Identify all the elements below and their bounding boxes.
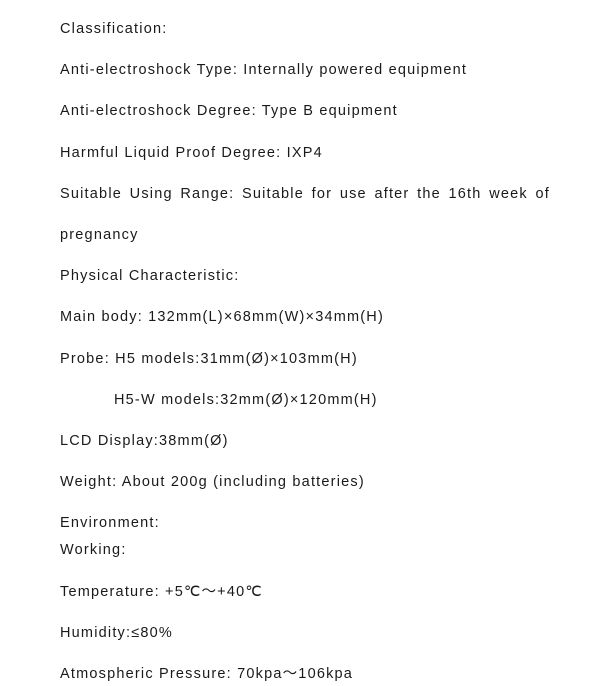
anti-electroshock-degree: Anti-electroshock Degree: Type B equipme… bbox=[60, 100, 560, 123]
atmospheric-pressure-spec: Atmospheric Pressure: 70kpa～106kpa bbox=[60, 663, 560, 686]
physical-characteristic-header: Physical Characteristic: bbox=[60, 265, 560, 288]
environment-header: Environment: bbox=[60, 512, 560, 535]
main-body-dimensions: Main body: 132mm(L)×68mm(W)×34mm(H) bbox=[60, 306, 560, 329]
suitable-range-line1: Suitable Using Range: Suitable for use a… bbox=[60, 183, 550, 206]
suitable-range-line2: pregnancy bbox=[60, 224, 560, 247]
harmful-liquid-proof: Harmful Liquid Proof Degree: IXP4 bbox=[60, 142, 560, 165]
humidity-spec: Humidity:≤80% bbox=[60, 622, 560, 645]
probe-h5w-dimensions: H5-W models:32mm(Ø)×120mm(H) bbox=[60, 389, 560, 412]
weight-spec: Weight: About 200g (including batteries) bbox=[60, 471, 560, 494]
working-header: Working: bbox=[60, 539, 560, 562]
lcd-display-dimensions: LCD Display:38mm(Ø) bbox=[60, 430, 560, 453]
probe-h5-dimensions: Probe: H5 models:31mm(Ø)×103mm(H) bbox=[60, 348, 560, 371]
temperature-spec: Temperature: +5℃～+40℃ bbox=[60, 581, 560, 604]
anti-electroshock-type: Anti-electroshock Type: Internally power… bbox=[60, 59, 560, 82]
classification-header: Classification: bbox=[60, 18, 560, 41]
